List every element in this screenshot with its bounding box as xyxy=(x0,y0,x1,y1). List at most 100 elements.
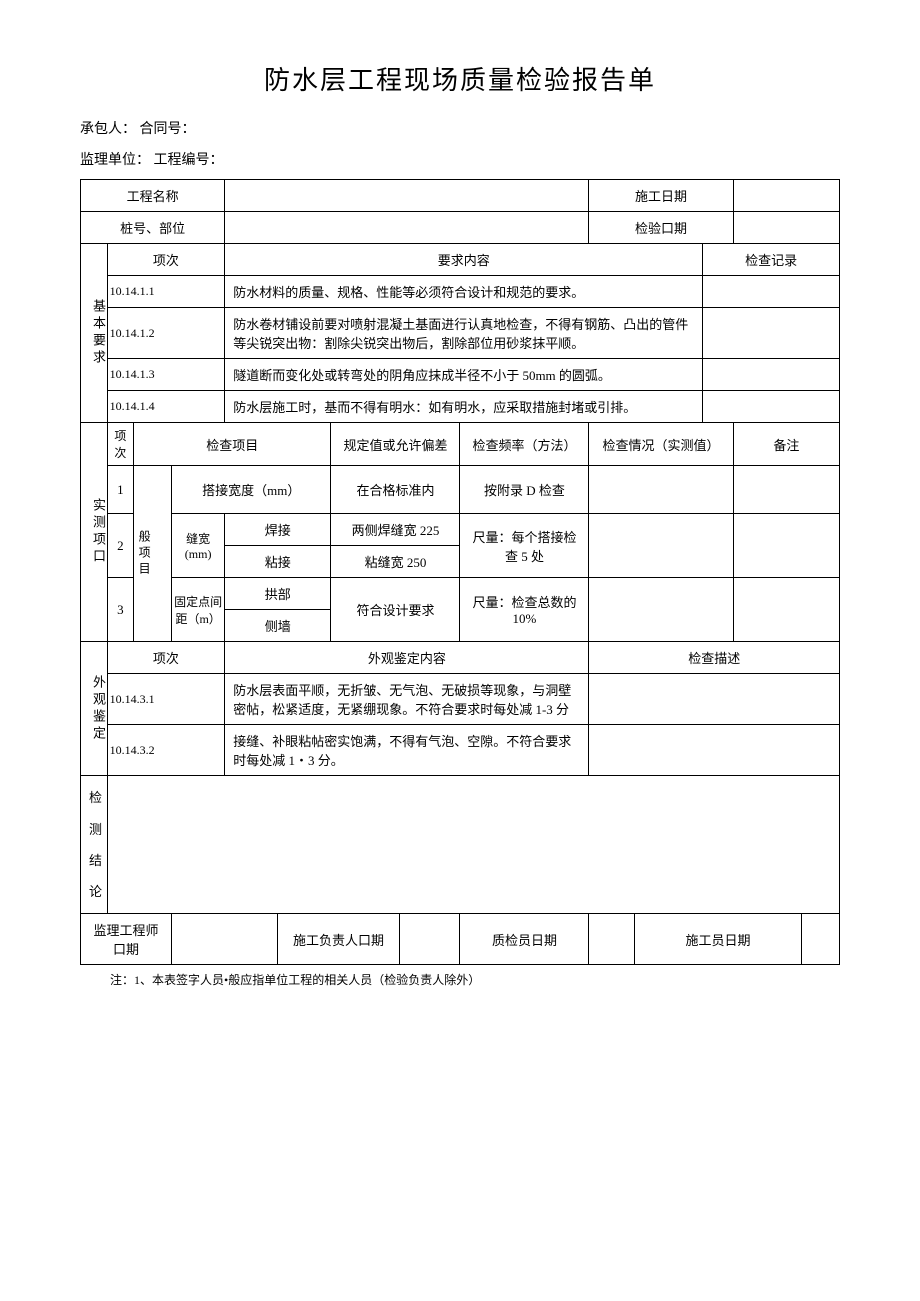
measured-r2-item: 缝宽(mm) xyxy=(172,514,225,578)
measured-r1-val[interactable] xyxy=(589,466,733,514)
table-row: 10.14.1.1 防水材料的质量、规格、性能等必须符合设计和规范的要求。 xyxy=(81,276,840,308)
construct-date-value[interactable] xyxy=(733,180,839,212)
basic-content-head: 要求内容 xyxy=(225,244,703,276)
supervisor-unit-label: 监理单位： xyxy=(80,153,150,168)
measured-r2-sub1-spec: 两侧焊缝宽 225 xyxy=(331,514,460,546)
measured-r3-sub1: 拱部 xyxy=(225,578,331,610)
table-row: 实测项口 项次 检查项目 规定值或允许偏差 检查频率（方法） 检查情况（实测值）… xyxy=(81,423,840,466)
measured-r1-freq: 按附录 D 检查 xyxy=(460,466,589,514)
table-row: 外观鉴定 项次 外观鉴定内容 检查描述 xyxy=(81,642,840,674)
measured-r2-freq: 尺量：每个搭接检查 5 处 xyxy=(460,514,589,578)
construct-lead-date-value[interactable] xyxy=(399,914,460,965)
project-name-label: 工程名称 xyxy=(81,180,225,212)
basic-item-no: 10.14.1.3 xyxy=(107,359,225,391)
inspector-date-label: 质检员日期 xyxy=(460,914,589,965)
supervisor-date-label: 监理工程师口期 xyxy=(81,914,172,965)
table-row: 监理工程师口期 施工负责人口期 质检员日期 施工员日期 xyxy=(81,914,840,965)
appearance-item-desc[interactable] xyxy=(589,725,840,776)
check-date-value[interactable] xyxy=(733,212,839,244)
basic-item-head: 项次 xyxy=(107,244,225,276)
basic-item-content: 防水层施工时，基而不得有明水：如有明水，应采取措施封堵或引排。 xyxy=(225,391,703,423)
inspection-table: 工程名称 施工日期 桩号、部位 检验口期 基本要求 项次 要求内容 检查记录 1… xyxy=(80,179,840,965)
contractor-label: 承包人： xyxy=(80,122,136,137)
station-value[interactable] xyxy=(225,212,589,244)
measured-r3-item: 固定点间距（m） xyxy=(172,578,225,642)
check-date-label: 检验口期 xyxy=(589,212,733,244)
measured-r1-remark[interactable] xyxy=(733,466,839,514)
appearance-item-content: 接缝、补眼粘帖密实饱满，不得有气泡、空隙。不符合要求时每处减 1・3 分。 xyxy=(225,725,589,776)
supervisor-date-value[interactable] xyxy=(172,914,278,965)
group-label: 般项目 xyxy=(134,466,172,642)
measured-remark-head: 备注 xyxy=(733,423,839,466)
table-row: 10.14.1.4 防水层施工时，基而不得有明水：如有明水，应采取措施封堵或引排… xyxy=(81,391,840,423)
measured-itemno-head: 项次 xyxy=(107,423,134,466)
basic-item-content: 隧道断而变化处或转弯处的阴角应抹成半径不小于 50mm 的圆弧。 xyxy=(225,359,703,391)
basic-item-record[interactable] xyxy=(703,308,840,359)
appearance-label: 外观鉴定 xyxy=(81,642,108,776)
measured-checkitem-head: 检查项目 xyxy=(134,423,331,466)
construct-lead-date-label: 施工负责人口期 xyxy=(278,914,399,965)
table-row: 3 固定点间距（m） 拱部 符合设计要求 尺量：检查总数的 10% xyxy=(81,578,840,610)
basic-item-content: 防水卷材铺设前要对喷射混凝土基面进行认真地检查，不得有钢筋、凸出的管件等尖锐突出… xyxy=(225,308,703,359)
table-row: 10.14.1.2 防水卷材铺设前要对喷射混凝土基面进行认真地检查，不得有钢筋、… xyxy=(81,308,840,359)
appearance-item-no: 10.14.3.1 xyxy=(107,674,225,725)
footnote: 注：1、本表签字人员•般应指单位工程的相关人员（检验负责人除外） xyxy=(80,971,840,988)
table-row: 基本要求 项次 要求内容 检查记录 xyxy=(81,244,840,276)
basic-req-label: 基本要求 xyxy=(81,244,108,423)
basic-item-record[interactable] xyxy=(703,391,840,423)
project-name-value[interactable] xyxy=(225,180,589,212)
project-no-label: 工程编号： xyxy=(154,153,224,168)
measured-r1-no: 1 xyxy=(107,466,134,514)
table-row: 1 般项目 搭接宽度（mm） 在合格标准内 按附录 D 检查 xyxy=(81,466,840,514)
appearance-item-head: 项次 xyxy=(107,642,225,674)
header-line-1: 承包人： 合同号： xyxy=(80,117,840,142)
measured-r3-val[interactable] xyxy=(589,578,733,642)
measured-spec-head: 规定值或允许偏差 xyxy=(331,423,460,466)
station-label: 桩号、部位 xyxy=(81,212,225,244)
appearance-item-desc[interactable] xyxy=(589,674,840,725)
appearance-content-head: 外观鉴定内容 xyxy=(225,642,589,674)
table-row: 检 测结 论 xyxy=(81,776,840,914)
appearance-item-no: 10.14.3.2 xyxy=(107,725,225,776)
table-row: 工程名称 施工日期 xyxy=(81,180,840,212)
conclusion-label: 检 测结 论 xyxy=(81,776,108,914)
measured-r1-item: 搭接宽度（mm） xyxy=(172,466,331,514)
measured-r3-freq: 尺量：检查总数的 10% xyxy=(460,578,589,642)
measured-r3-spec: 符合设计要求 xyxy=(331,578,460,642)
appearance-item-content: 防水层表面平顺，无折皱、无气泡、无破损等现象，与洞壁密帖，松紧适度，无紧绷现象。… xyxy=(225,674,589,725)
table-row: 2 缝宽(mm) 焊接 两侧焊缝宽 225 尺量：每个搭接检查 5 处 xyxy=(81,514,840,546)
table-row: 10.14.3.2 接缝、补眼粘帖密实饱满，不得有气泡、空隙。不符合要求时每处减… xyxy=(81,725,840,776)
table-row: 10.14.1.3 隧道断而变化处或转弯处的阴角应抹成半径不小于 50mm 的圆… xyxy=(81,359,840,391)
basic-item-no: 10.14.1.1 xyxy=(107,276,225,308)
basic-item-no: 10.14.1.2 xyxy=(107,308,225,359)
basic-item-content: 防水材料的质量、规格、性能等必须符合设计和规范的要求。 xyxy=(225,276,703,308)
basic-item-record[interactable] xyxy=(703,276,840,308)
measured-r2-sub2-spec: 粘缝宽 250 xyxy=(331,546,460,578)
measured-r1-spec: 在合格标准内 xyxy=(331,466,460,514)
measured-r2-remark[interactable] xyxy=(733,514,839,578)
table-row: 桩号、部位 检验口期 xyxy=(81,212,840,244)
basic-record-head: 检查记录 xyxy=(703,244,840,276)
basic-item-record[interactable] xyxy=(703,359,840,391)
measured-r2-val[interactable] xyxy=(589,514,733,578)
worker-date-label: 施工员日期 xyxy=(635,914,802,965)
appearance-desc-head: 检查描述 xyxy=(589,642,840,674)
conclusion-value[interactable] xyxy=(107,776,839,914)
measured-r2-sub1: 焊接 xyxy=(225,514,331,546)
page-title: 防水层工程现场质量检验报告单 xyxy=(80,60,840,97)
measured-label: 实测项口 xyxy=(81,423,108,642)
measured-r3-remark[interactable] xyxy=(733,578,839,642)
construct-date-label: 施工日期 xyxy=(589,180,733,212)
measured-r3-sub2: 侧墙 xyxy=(225,610,331,642)
measured-r3-no: 3 xyxy=(107,578,134,642)
table-row: 10.14.3.1 防水层表面平顺，无折皱、无气泡、无破损等现象，与洞壁密帖，松… xyxy=(81,674,840,725)
measured-situation-head: 检查情况（实测值） xyxy=(589,423,733,466)
header-line-2: 监理单位： 工程编号： xyxy=(80,148,840,173)
measured-r2-sub2: 粘接 xyxy=(225,546,331,578)
measured-r2-no: 2 xyxy=(107,514,134,578)
basic-item-no: 10.14.1.4 xyxy=(107,391,225,423)
inspector-date-value[interactable] xyxy=(589,914,635,965)
worker-date-value[interactable] xyxy=(801,914,839,965)
measured-freq-head: 检查频率（方法） xyxy=(460,423,589,466)
contract-no-label: 合同号： xyxy=(140,122,196,137)
